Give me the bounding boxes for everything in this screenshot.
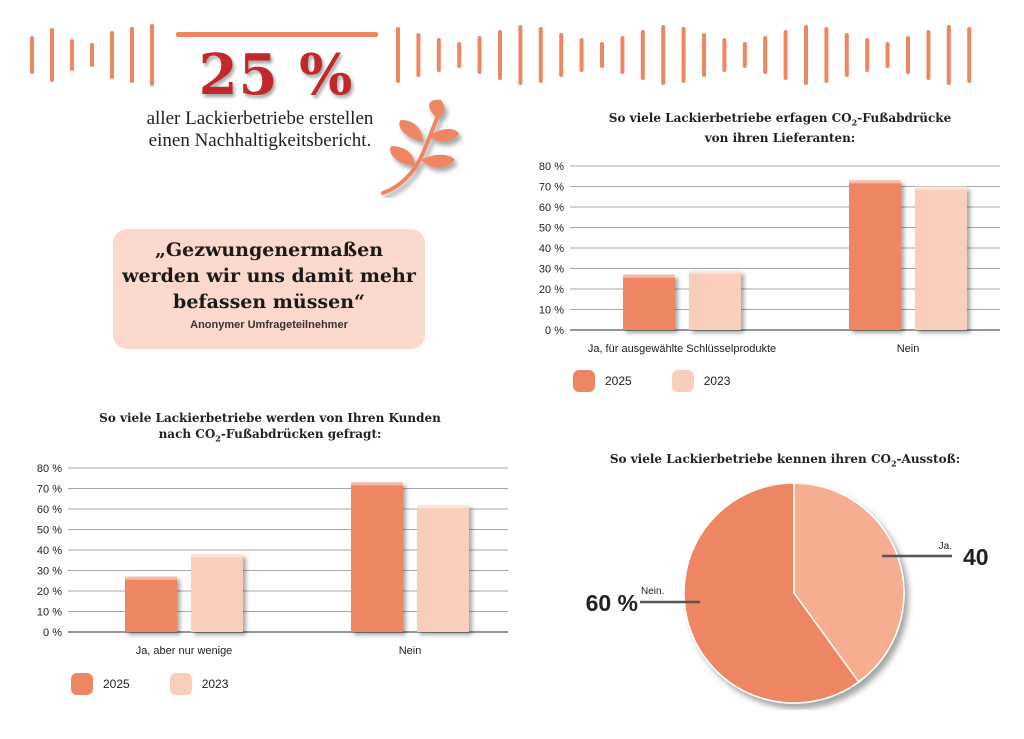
bar-rect: [417, 504, 469, 632]
chart1-title-line1: So viele Lackierbetriebe erfagen CO2-Fuß…: [608, 111, 952, 128]
y-tick-label: 80 %: [37, 463, 62, 475]
y-tick-label: 10 %: [37, 607, 62, 619]
quote-line1: „Gezwungenermaßen: [154, 239, 384, 261]
y-tick-label: 10 %: [539, 305, 564, 317]
y-tick-label: 20 %: [539, 284, 564, 296]
quote-author: Anonymer Umfrageteilnehmer: [190, 319, 348, 331]
bar-rect: [915, 186, 967, 330]
leaf-branch-icon: [381, 99, 459, 195]
chart2-title-line2: nach CO2-Fußabdrücken gefragt:: [158, 427, 382, 444]
chart3-title: So viele Lackierbetriebe kennen ihren CO…: [609, 452, 961, 469]
bar-rect: [689, 270, 741, 330]
bar-2025: [351, 482, 403, 632]
chart2-title: So viele Lackierbetriebe werden von Ihre…: [50, 410, 490, 446]
quote-box: „Gezwungenermaßen werden wir uns damit m…: [113, 229, 425, 349]
quote-text: „Gezwungenermaßen werden wir uns damit m…: [113, 237, 425, 315]
legend-label-2023: 2023: [703, 374, 731, 388]
y-tick-label: 50 %: [539, 223, 564, 235]
bar-2023: [689, 270, 741, 330]
bar-highlight: [849, 180, 901, 184]
bar-highlight: [351, 482, 403, 486]
chart1-bar-chart: 0 % 10 % 20 % 30 % 40 % 50 % 60 % 70 % 80 % Ja, f…: [539, 161, 1000, 355]
decorative-lines: [30, 24, 972, 86]
x-category-label: Nein: [399, 645, 422, 657]
legend-swatch-2023: [671, 370, 694, 392]
bar-2023: [191, 554, 243, 632]
y-tick-label: 80 %: [539, 161, 564, 173]
y-tick-label: 70 %: [539, 182, 564, 194]
quote-line2: werden wir uns damit mehr: [122, 265, 416, 287]
bar-rect: [849, 180, 901, 330]
bar-highlight: [915, 186, 967, 190]
chart3-pie-chart: Ja. 40 Nein.60 %: [586, 482, 989, 704]
chart2-legend-item-2023: 2023: [169, 673, 229, 695]
pie-value-nein: 60 %: [586, 590, 638, 616]
pie-group: [683, 482, 905, 704]
pie-label-ja: Ja.: [939, 541, 952, 552]
chart2-legend-item-2025: 2025: [71, 673, 130, 695]
bar-2023: [417, 504, 469, 632]
chart1-title: So viele Lackierbetriebe erfagen CO2-Fuß…: [560, 110, 1000, 146]
x-category-label: Ja, für ausgewählte Schlüsselprodukte: [588, 343, 776, 355]
y-tick-label: 60 %: [37, 504, 62, 516]
headline-top-rule: [176, 32, 378, 37]
y-tick-label: 0 %: [545, 325, 564, 337]
legend-label-2025: 2025: [103, 677, 130, 691]
bar-rect: [125, 576, 177, 632]
y-tick-label: 40 %: [37, 545, 62, 557]
pie-value-ja: 40: [963, 544, 989, 570]
legend-label-2025: 2025: [605, 374, 632, 388]
bar-2025: [849, 180, 901, 330]
y-tick-label: 30 %: [37, 566, 62, 578]
y-tick-label: 60 %: [539, 202, 564, 214]
legend-label-2023: 2023: [201, 677, 229, 691]
bar-2023: [915, 186, 967, 330]
y-tick-label: 0 %: [43, 627, 62, 639]
chart2-legend: 2025 2023: [71, 673, 268, 695]
chart1-legend-item-2025: 2025: [573, 370, 632, 392]
legend-swatch-2023: [169, 673, 192, 695]
x-category-label: Nein: [897, 343, 920, 355]
y-tick-label: 40 %: [539, 243, 564, 255]
y-tick-label: 20 %: [37, 586, 62, 598]
y-tick-label: 50 %: [37, 525, 62, 537]
bar-2025: [623, 274, 675, 330]
pie-label-nein: Nein.: [641, 586, 664, 597]
legend-swatch-2025: [71, 673, 93, 695]
legend-swatch-2025: [573, 370, 595, 392]
pie-slice-nein: [683, 482, 860, 704]
bar-2025: [125, 576, 177, 632]
bar-highlight: [191, 554, 243, 558]
headline-caption-line1: aller Lackierbetriebe erstellen: [146, 108, 374, 129]
chart2-bar-chart: 0 % 10 % 20 % 30 % 40 % 50 % 60 % 70 % 80 % Ja, a…: [37, 463, 508, 657]
pie-slice-ja: [793, 482, 905, 684]
chart1-title-line2: von ihren Lieferanten:: [704, 131, 856, 146]
quote-line3: befassen müssen“: [173, 291, 365, 313]
bar-rect: [351, 482, 403, 632]
chart1-legend: 2025 2023: [573, 370, 770, 392]
bar-highlight: [125, 576, 177, 580]
y-tick-label: 30 %: [539, 264, 564, 276]
headline-percentage: 25 %: [198, 42, 354, 108]
bar-highlight: [689, 270, 741, 274]
bar-highlight: [623, 274, 675, 278]
x-category-label: Ja, aber nur wenige: [136, 645, 233, 657]
bar-rect: [623, 274, 675, 330]
chart1-legend-item-2023: 2023: [671, 370, 731, 392]
y-tick-label: 70 %: [37, 484, 62, 496]
chart2-title-line1: So viele Lackierbetriebe werden von Ihre…: [99, 411, 441, 425]
bar-rect: [191, 554, 243, 632]
bar-highlight: [417, 504, 469, 508]
headline-caption: aller Lackierbetriebe erstellen einen Na…: [120, 108, 400, 152]
headline-caption-line2: einen Nachhaltigkeitsbericht.: [148, 130, 372, 151]
